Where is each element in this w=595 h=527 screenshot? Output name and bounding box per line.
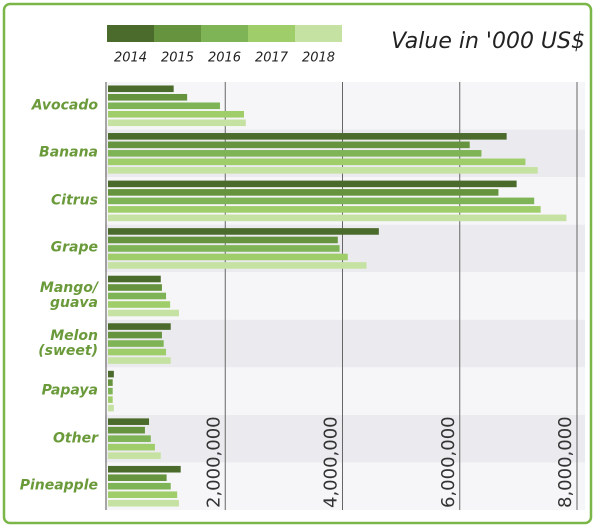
bar — [108, 119, 246, 127]
legend-label: 2015 — [161, 51, 194, 66]
bar — [108, 214, 567, 222]
legend-swatch — [201, 25, 248, 42]
bar — [108, 158, 526, 166]
bar — [108, 93, 188, 101]
category-label: Mango/ guava — [39, 280, 98, 311]
bar — [108, 418, 150, 425]
legend-swatch — [107, 25, 154, 42]
bar — [108, 474, 167, 482]
bar — [108, 102, 220, 110]
x-tick-label: 2,000,000 — [203, 416, 224, 508]
legend-label: 2017 — [255, 51, 289, 66]
bar — [108, 331, 162, 339]
category-label: Other — [53, 430, 98, 447]
bar — [108, 85, 174, 93]
bar — [108, 292, 167, 300]
bar — [108, 387, 113, 395]
bar — [108, 309, 179, 317]
bar — [108, 189, 499, 196]
bar — [108, 357, 171, 364]
bar — [108, 301, 171, 308]
bar — [108, 396, 113, 403]
x-tick-label: 8,000,000 — [555, 416, 576, 508]
bar — [108, 110, 245, 118]
category-label: Grape — [50, 239, 98, 256]
category-label: Melon (sweet) — [38, 327, 98, 359]
legend-label: 2018 — [302, 51, 335, 66]
x-tick-label: 4,000,000 — [321, 416, 342, 508]
bar — [108, 370, 114, 378]
row-band — [105, 319, 585, 368]
bar — [108, 206, 541, 213]
bar — [108, 150, 482, 157]
bar — [108, 499, 179, 507]
bar — [108, 379, 113, 386]
bar — [108, 482, 171, 490]
bar — [108, 245, 340, 252]
legend-label: 2016 — [208, 51, 241, 66]
bar — [108, 348, 167, 356]
bar — [108, 262, 367, 269]
legend-label: 2014 — [114, 51, 147, 66]
category-label: Banana — [39, 144, 98, 161]
bar — [108, 323, 171, 330]
x-tick-label: 6,000,000 — [438, 416, 459, 508]
bar — [108, 435, 151, 442]
bar — [108, 443, 155, 451]
legend-swatch — [248, 25, 295, 42]
legend-swatch — [295, 25, 342, 42]
bar — [108, 197, 535, 205]
bar — [108, 452, 161, 459]
bar — [108, 167, 538, 174]
bar — [108, 275, 161, 283]
row-band — [105, 414, 585, 463]
legend-swatch — [154, 25, 201, 42]
row-band — [105, 367, 585, 415]
bar — [108, 133, 507, 140]
category-label: Pineapple — [19, 477, 98, 494]
row-band — [105, 462, 585, 510]
bar — [108, 253, 348, 261]
bar — [108, 426, 145, 434]
category-label: Papaya — [41, 382, 98, 399]
bar — [108, 236, 338, 244]
bar — [108, 491, 178, 499]
bar — [108, 465, 181, 473]
bar — [108, 404, 114, 412]
bar — [108, 141, 470, 149]
chart-title: Value in '000 US$ — [391, 29, 585, 54]
bar — [108, 284, 162, 291]
bar — [108, 340, 164, 347]
row-band — [105, 272, 585, 320]
bar — [108, 180, 517, 188]
category-label: Citrus — [51, 192, 98, 209]
bar — [108, 228, 379, 235]
category-label: Avocado — [31, 97, 98, 114]
